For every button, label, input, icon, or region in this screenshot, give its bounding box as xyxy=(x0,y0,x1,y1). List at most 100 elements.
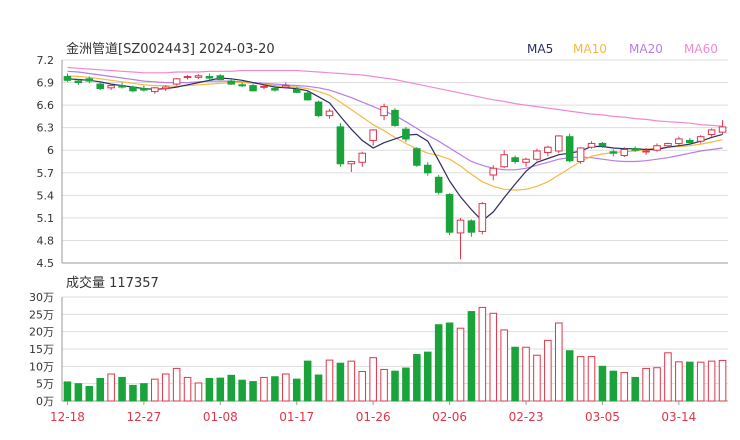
volume-bar xyxy=(205,377,214,402)
candle xyxy=(554,135,563,154)
candle xyxy=(129,85,137,93)
candle xyxy=(522,157,530,167)
candle xyxy=(686,138,694,145)
candle-body xyxy=(183,76,192,79)
ma5-line xyxy=(67,77,723,222)
candle xyxy=(336,123,345,167)
volume-bar xyxy=(511,346,519,402)
candle-body xyxy=(565,136,574,162)
candle xyxy=(183,75,192,80)
volume-bar xyxy=(533,354,541,402)
candle-body xyxy=(282,85,290,88)
candle xyxy=(478,202,487,235)
volume-bar xyxy=(391,370,399,402)
candle-body xyxy=(489,167,498,176)
chart-title: 金洲管道[SZ002443] 2024-03-20 xyxy=(66,41,275,57)
volume-bar xyxy=(380,368,388,402)
volume-bar xyxy=(336,362,345,402)
candle-body xyxy=(456,219,465,234)
candle-body xyxy=(238,84,246,87)
ma60-line xyxy=(67,66,723,127)
candle xyxy=(391,108,399,127)
legend-ma10: MA10 xyxy=(573,42,607,56)
candle-body xyxy=(686,139,694,144)
candle-body xyxy=(303,92,312,101)
volume-bar xyxy=(631,376,639,402)
volume-bar xyxy=(107,373,115,402)
candle xyxy=(675,136,683,145)
volume-bar xyxy=(544,339,552,402)
volume-bar xyxy=(718,359,727,402)
candle xyxy=(544,145,552,157)
candle xyxy=(402,126,410,142)
candle-body xyxy=(434,176,443,193)
legend: MA5 MA10 MA20 MA60 xyxy=(527,42,718,56)
candle-body xyxy=(511,157,519,162)
volume-bar xyxy=(260,376,268,402)
candle-body xyxy=(336,126,345,165)
candle xyxy=(456,217,465,260)
candle-body xyxy=(151,87,159,93)
price-axis: 7.2 6.9 6.6 6.3 6 5.7 5.4 5.1 4.8 4.5 xyxy=(37,54,728,270)
volume-bar xyxy=(249,381,257,402)
volume-bar xyxy=(456,327,465,402)
candle xyxy=(576,147,585,164)
date-tick-label: 03-14 xyxy=(661,410,696,424)
candle xyxy=(500,150,508,169)
legend-ma60: MA60 xyxy=(684,42,718,56)
price-tick-label: 5.7 xyxy=(37,167,55,180)
candle-body xyxy=(445,194,454,233)
volume-bar xyxy=(489,312,498,402)
volume-bar xyxy=(423,351,432,402)
volume-tick-label: 20万 xyxy=(29,326,54,339)
candle-body xyxy=(620,148,629,156)
candle-body xyxy=(96,83,104,90)
candle-body xyxy=(85,78,94,82)
price-tick-label: 4.8 xyxy=(37,234,55,247)
volume-bar xyxy=(434,324,443,402)
candle-body xyxy=(205,76,214,79)
volume-bar xyxy=(63,381,72,402)
date-axis: 12-18 12-27 01-08 01-17 01-26 02-06 02-23 03-05… xyxy=(50,401,696,424)
candle xyxy=(718,120,727,135)
candle xyxy=(107,84,115,91)
candle-body xyxy=(358,152,367,163)
candle xyxy=(620,147,629,157)
date-tick-label: 01-17 xyxy=(279,410,314,424)
candle xyxy=(434,175,443,195)
date-tick-label: 01-08 xyxy=(203,410,238,424)
volume-bar xyxy=(467,311,476,402)
legend-ma20: MA20 xyxy=(629,42,663,56)
volume-bar xyxy=(216,377,225,402)
volume-bar xyxy=(642,367,650,402)
candle xyxy=(369,129,377,146)
candle xyxy=(565,133,574,163)
candle xyxy=(238,82,246,88)
candle xyxy=(653,143,661,152)
volume-bar xyxy=(369,357,377,402)
candle-body xyxy=(74,80,83,84)
candle-body xyxy=(161,86,170,90)
date-tick-label: 03-05 xyxy=(585,410,620,424)
candle-body xyxy=(576,147,585,162)
volume-bar xyxy=(271,376,279,402)
candle-body xyxy=(500,154,508,168)
volume-bar xyxy=(675,361,683,402)
price-tick-label: 5.4 xyxy=(37,189,55,202)
date-tick-label: 12-27 xyxy=(126,410,161,424)
price-tick-label: 4.5 xyxy=(37,257,55,270)
candle xyxy=(172,78,181,86)
candle xyxy=(118,82,126,89)
candle-body xyxy=(63,76,72,81)
volume-bar xyxy=(696,361,705,402)
candle-body xyxy=(216,75,225,81)
volume-bar xyxy=(413,354,421,402)
candle xyxy=(271,85,279,92)
volume-tick-label: 0万 xyxy=(36,395,54,408)
candle-body xyxy=(696,136,705,142)
volume-bar xyxy=(325,359,334,402)
volume-bar xyxy=(445,322,454,402)
volume-bar xyxy=(85,385,94,402)
candle xyxy=(216,74,225,81)
candle xyxy=(194,74,203,79)
